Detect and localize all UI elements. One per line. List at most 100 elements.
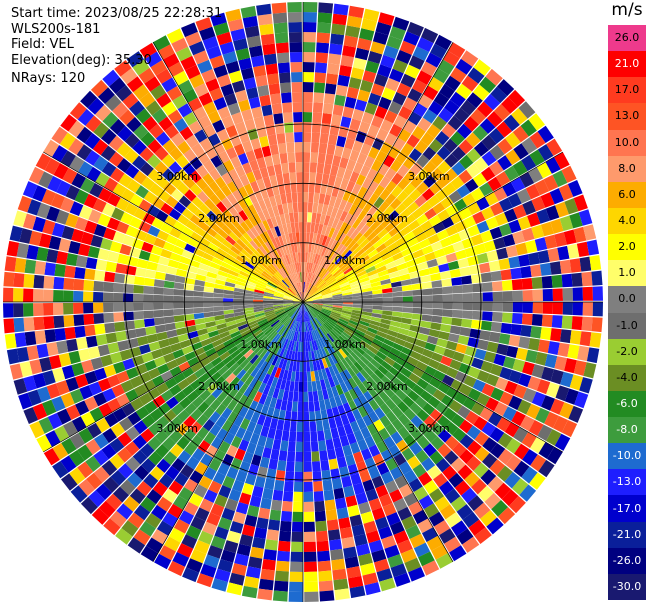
velocity-gate: [324, 378, 331, 389]
velocity-gate: [141, 176, 155, 191]
velocity-gate: [204, 198, 216, 211]
velocity-gate: [221, 115, 235, 129]
velocity-gate: [375, 516, 389, 530]
velocity-gate: [292, 331, 297, 342]
velocity-gate: [370, 358, 381, 369]
velocity-gate: [419, 354, 431, 365]
velocity-gate: [347, 255, 358, 264]
velocity-gate: [160, 222, 173, 234]
velocity-gate: [144, 360, 157, 372]
velocity-gate: [133, 84, 150, 100]
velocity-gate: [209, 87, 224, 101]
velocity-gate: [238, 406, 249, 418]
velocity-gate: [225, 60, 240, 74]
velocity-gate: [276, 52, 290, 64]
velocity-gate: [368, 498, 382, 511]
velocity-gate: [334, 395, 343, 407]
velocity-gate: [247, 128, 259, 141]
velocity-gate: [267, 427, 276, 439]
velocity-gate: [335, 219, 344, 231]
colorbar-tick-label: 21.0: [614, 57, 640, 71]
velocity-gate: [505, 454, 522, 471]
velocity-gate: [256, 517, 269, 530]
velocity-gate: [86, 472, 103, 490]
velocity-gate: [243, 576, 260, 589]
velocity-gate: [147, 225, 161, 237]
velocity-gate: [304, 571, 318, 582]
velocity-gate: [371, 507, 386, 521]
velocity-gate: [288, 264, 294, 274]
velocity-gate: [234, 448, 246, 461]
velocity-gate: [421, 245, 434, 255]
velocity-gate: [294, 471, 303, 482]
velocity-gate: [32, 185, 47, 202]
velocity-gate: [32, 216, 46, 233]
velocity-gate: [149, 183, 163, 197]
velocity-gate: [364, 435, 376, 448]
velocity-gate: [189, 214, 202, 226]
velocity-gate: [389, 123, 403, 138]
velocity-gate: [84, 133, 101, 150]
velocity-gate: [263, 302, 273, 305]
velocity-gate: [457, 405, 471, 419]
velocity-gate: [262, 176, 272, 188]
velocity-gate: [592, 286, 603, 301]
velocity-gate: [438, 331, 450, 341]
velocity-gate: [272, 205, 280, 217]
velocity-gate: [531, 364, 545, 379]
velocity-gate: [549, 188, 564, 205]
velocity-gate: [284, 244, 290, 255]
velocity-gate: [388, 101, 403, 115]
velocity-gate: [112, 102, 129, 119]
velocity-gate: [308, 401, 315, 412]
velocity-gate: [525, 349, 538, 364]
velocity-gate: [282, 255, 289, 266]
velocity-gate: [489, 226, 503, 240]
velocity-gate: [404, 557, 421, 573]
velocity-gate: [314, 370, 320, 381]
velocity-gate: [275, 215, 282, 226]
velocity-gate: [324, 367, 332, 378]
velocity-gate: [440, 323, 452, 333]
velocity-gate: [163, 280, 175, 289]
velocity-gate: [334, 176, 343, 188]
velocity-gate: [83, 313, 95, 325]
velocity-gate: [298, 222, 303, 233]
velocity-gate: [263, 300, 273, 302]
velocity-gate: [203, 307, 214, 313]
velocity-gate: [372, 297, 383, 302]
velocity-gate: [56, 251, 68, 265]
velocity-gate: [303, 302, 313, 304]
velocity-gate: [182, 176, 196, 189]
velocity-gate: [218, 485, 232, 499]
velocity-gate: [158, 256, 170, 266]
velocity-gate: [145, 100, 162, 116]
velocity-gate: [286, 142, 295, 153]
velocity-gate: [345, 495, 358, 508]
velocity-gate: [324, 273, 333, 282]
velocity-gate: [95, 417, 111, 433]
velocity-gate: [352, 298, 363, 302]
velocity-gate: [275, 335, 283, 346]
velocity-gate: [56, 180, 71, 197]
velocity-gate: [83, 193, 98, 209]
velocity-gate: [367, 50, 383, 64]
velocity-gate: [452, 309, 463, 319]
velocity-gate: [304, 591, 319, 602]
velocity-gate: [359, 340, 371, 349]
velocity-gate: [332, 13, 348, 26]
velocity-gate: [323, 300, 333, 302]
velocity-gate: [297, 311, 301, 322]
velocity-gate: [186, 558, 203, 573]
velocity-gate: [154, 271, 166, 281]
velocity-gate: [479, 76, 497, 94]
velocity-gate: [505, 245, 518, 258]
velocity-gate: [421, 27, 439, 44]
velocity-gate: [283, 316, 291, 326]
velocity-gate: [306, 311, 311, 321]
velocity-gate: [13, 272, 25, 288]
velocity-gate: [348, 204, 358, 216]
velocity-gate: [185, 64, 201, 80]
velocity-gate: [210, 12, 227, 27]
velocity-gate: [342, 296, 353, 300]
